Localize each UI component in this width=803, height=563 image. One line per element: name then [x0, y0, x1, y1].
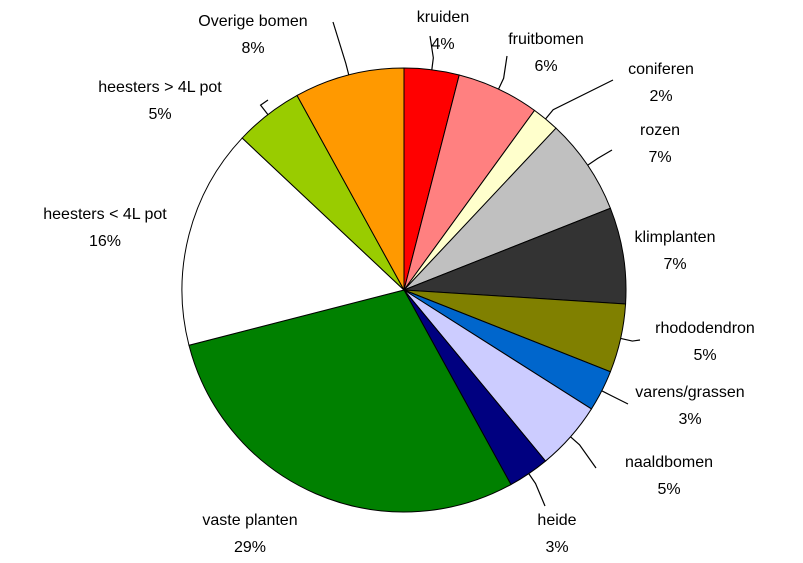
slice-value-label: 3%	[545, 539, 568, 556]
pie-slice	[296, 67, 405, 291]
slice-label: heesters < 4L pot	[43, 206, 167, 223]
slice-value-label: 4%	[431, 36, 454, 53]
slice-label: heide	[537, 512, 576, 529]
slice-value-label: 7%	[648, 149, 671, 166]
leader-line	[429, 35, 434, 70]
slice-value-label: 6%	[534, 58, 557, 75]
slice-value-label: 2%	[649, 88, 672, 105]
slice-value-label: 3%	[678, 411, 701, 428]
leader-line	[332, 21, 350, 76]
slice-value-label: 8%	[241, 40, 264, 57]
leader-line	[570, 436, 597, 469]
slice-value-label: 16%	[89, 233, 121, 250]
slice-label: rhododendron	[655, 320, 755, 337]
slice-label: vaste planten	[202, 512, 297, 529]
slice-value-label: 5%	[693, 347, 716, 364]
leader-line	[497, 55, 508, 90]
slice-label: varens/grassen	[635, 384, 744, 401]
slice-label: coniferen	[628, 61, 694, 78]
slice-value-label: 29%	[234, 539, 266, 556]
slice-label: fruitbomen	[508, 31, 584, 48]
leader-line	[601, 390, 629, 405]
slice-label: heesters > 4L pot	[98, 79, 222, 96]
leader-line	[528, 473, 546, 507]
slice-label: klimplanten	[635, 229, 716, 246]
slice-value-label: 5%	[148, 106, 171, 123]
leader-line	[620, 337, 641, 342]
leader-line	[587, 149, 613, 166]
leader-line	[545, 79, 614, 120]
slice-value-label: 5%	[657, 481, 680, 498]
pie-slice	[188, 289, 512, 513]
slice-label: Overige bomen	[198, 13, 307, 30]
slice-label: naaldbomen	[625, 454, 713, 471]
slice-label: rozen	[640, 122, 680, 139]
slice-value-label: 7%	[663, 256, 686, 273]
slice-label: kruiden	[417, 9, 469, 26]
pie-slice	[181, 137, 406, 346]
leader-line	[259, 99, 269, 115]
